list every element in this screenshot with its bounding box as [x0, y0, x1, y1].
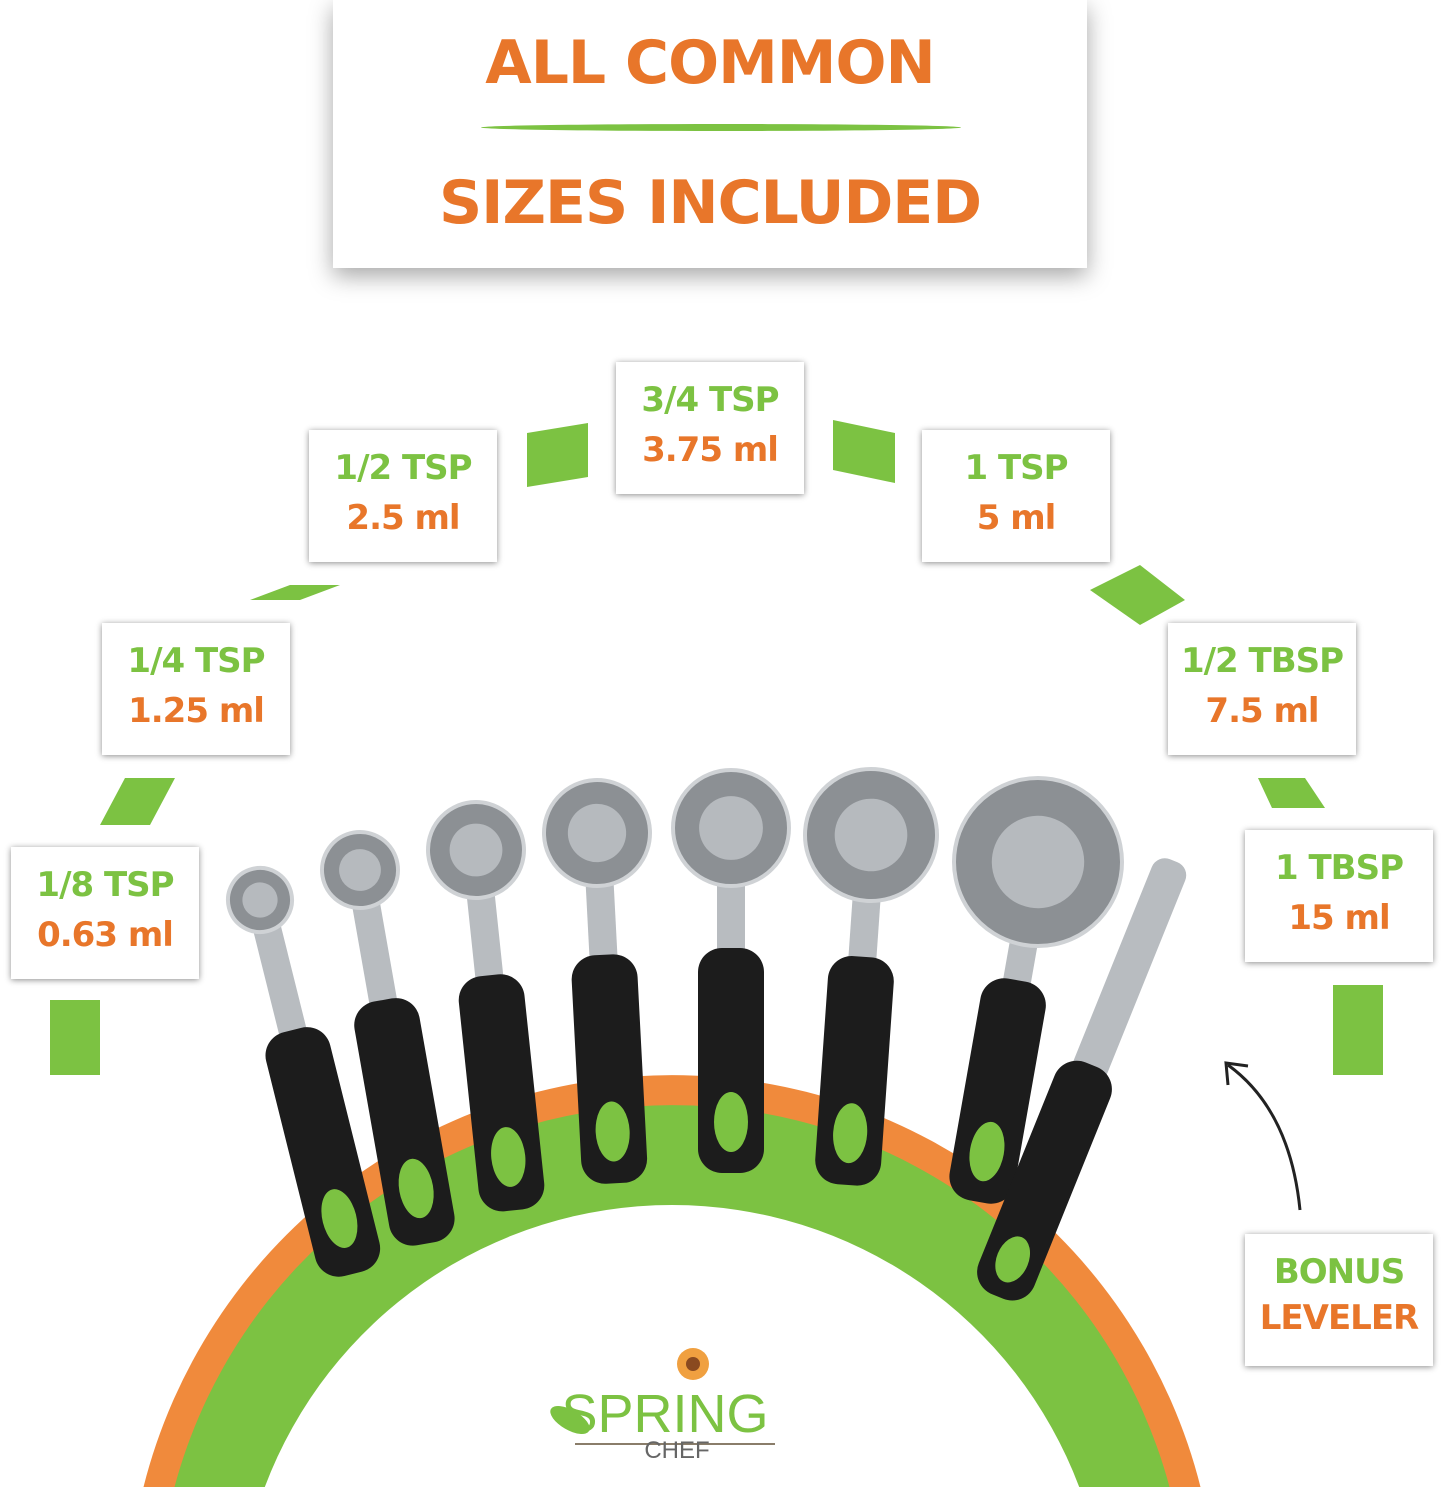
volume-text: 0.63 ml	[37, 915, 174, 955]
spoon	[671, 768, 791, 1173]
size-label-1-8-tsp: 1/8 TSP 0.63 ml	[11, 847, 199, 979]
spoon	[542, 778, 652, 1184]
spoon-bowl-inner	[449, 823, 503, 877]
spoon	[426, 800, 545, 1212]
handle-hole	[969, 1121, 1005, 1182]
size-text: 1/4 TSP	[127, 641, 265, 681]
size-label-1-2-tbsp: 1/2 TBSP 7.5 ml	[1168, 623, 1356, 755]
arrow-head-icon	[1224, 1061, 1249, 1086]
spoon-bowl-inner	[834, 798, 908, 872]
size-text: 1/2 TBSP	[1180, 641, 1344, 681]
handle-hole	[321, 1189, 358, 1248]
title-line-2: SIZES INCLUDED	[438, 168, 982, 238]
size-text: 3/4 TSP	[641, 380, 779, 420]
bonus-text: BONUS	[1273, 1252, 1405, 1292]
spoon-bowl-inner	[699, 796, 763, 860]
leveler-text: LEVELER	[1259, 1298, 1420, 1338]
handle-hole	[714, 1092, 748, 1152]
spoon-neck	[246, 896, 311, 1050]
title-divider	[481, 124, 961, 131]
spoon-bowl-inner	[242, 882, 278, 918]
handle-hole	[833, 1103, 868, 1164]
title-banner: ALL COMMON SIZES INCLUDED	[333, 0, 1087, 268]
handle-hole	[595, 1101, 630, 1162]
leveler-blade	[1071, 858, 1187, 1086]
bonus-leveler-label: BONUS LEVELER	[1245, 1234, 1433, 1366]
volume-text: 7.5 ml	[1205, 691, 1319, 731]
size-label-1-tsp: 1 TSP 5 ml	[922, 430, 1110, 562]
spoon-bowl-inner	[339, 849, 381, 891]
inner-white	[264, 1205, 1080, 1487]
size-text: 1 TSP	[964, 448, 1068, 488]
handle-hole	[398, 1158, 434, 1219]
spoon	[226, 866, 381, 1277]
size-text: 1/8 TSP	[36, 865, 174, 905]
title-line-1: ALL COMMON	[485, 28, 935, 98]
spoon	[320, 830, 455, 1246]
handle-hole	[995, 1236, 1031, 1283]
logo-subtext: CHEF	[644, 1437, 709, 1464]
leveler	[977, 858, 1187, 1301]
arrow-to-leveler	[1227, 1063, 1302, 1211]
size-label-1-4-tsp: 1/4 TSP 1.25 ml	[102, 623, 290, 755]
size-label-1-2-tsp: 1/2 TSP 2.5 ml	[309, 430, 497, 562]
spoon	[803, 767, 939, 1186]
handle-hole	[491, 1127, 526, 1187]
spoon-bowl-inner	[567, 803, 627, 863]
volume-text: 1.25 ml	[128, 691, 265, 731]
size-text: 1/2 TSP	[334, 448, 472, 488]
volume-text: 2.5 ml	[346, 498, 460, 538]
size-label-3-4-tsp: 3/4 TSP 3.75 ml	[616, 362, 804, 494]
logo: SPRING CHEF	[550, 1348, 775, 1464]
volume-text: 5 ml	[976, 498, 1057, 538]
leaf-icon	[550, 1406, 590, 1434]
spoon-bowl-inner	[991, 815, 1085, 909]
sunflower-center	[686, 1357, 700, 1371]
spoon	[949, 776, 1124, 1204]
green-arrow-segments	[50, 420, 1383, 1075]
measuring-spoons	[226, 767, 1187, 1301]
volume-text: 3.75 ml	[642, 430, 779, 470]
size-label-1-tbsp: 1 TBSP 15 ml	[1245, 830, 1433, 962]
size-text: 1 TBSP	[1274, 848, 1404, 888]
volume-text: 15 ml	[1288, 898, 1390, 938]
logo-text: SPRING	[561, 1384, 768, 1444]
